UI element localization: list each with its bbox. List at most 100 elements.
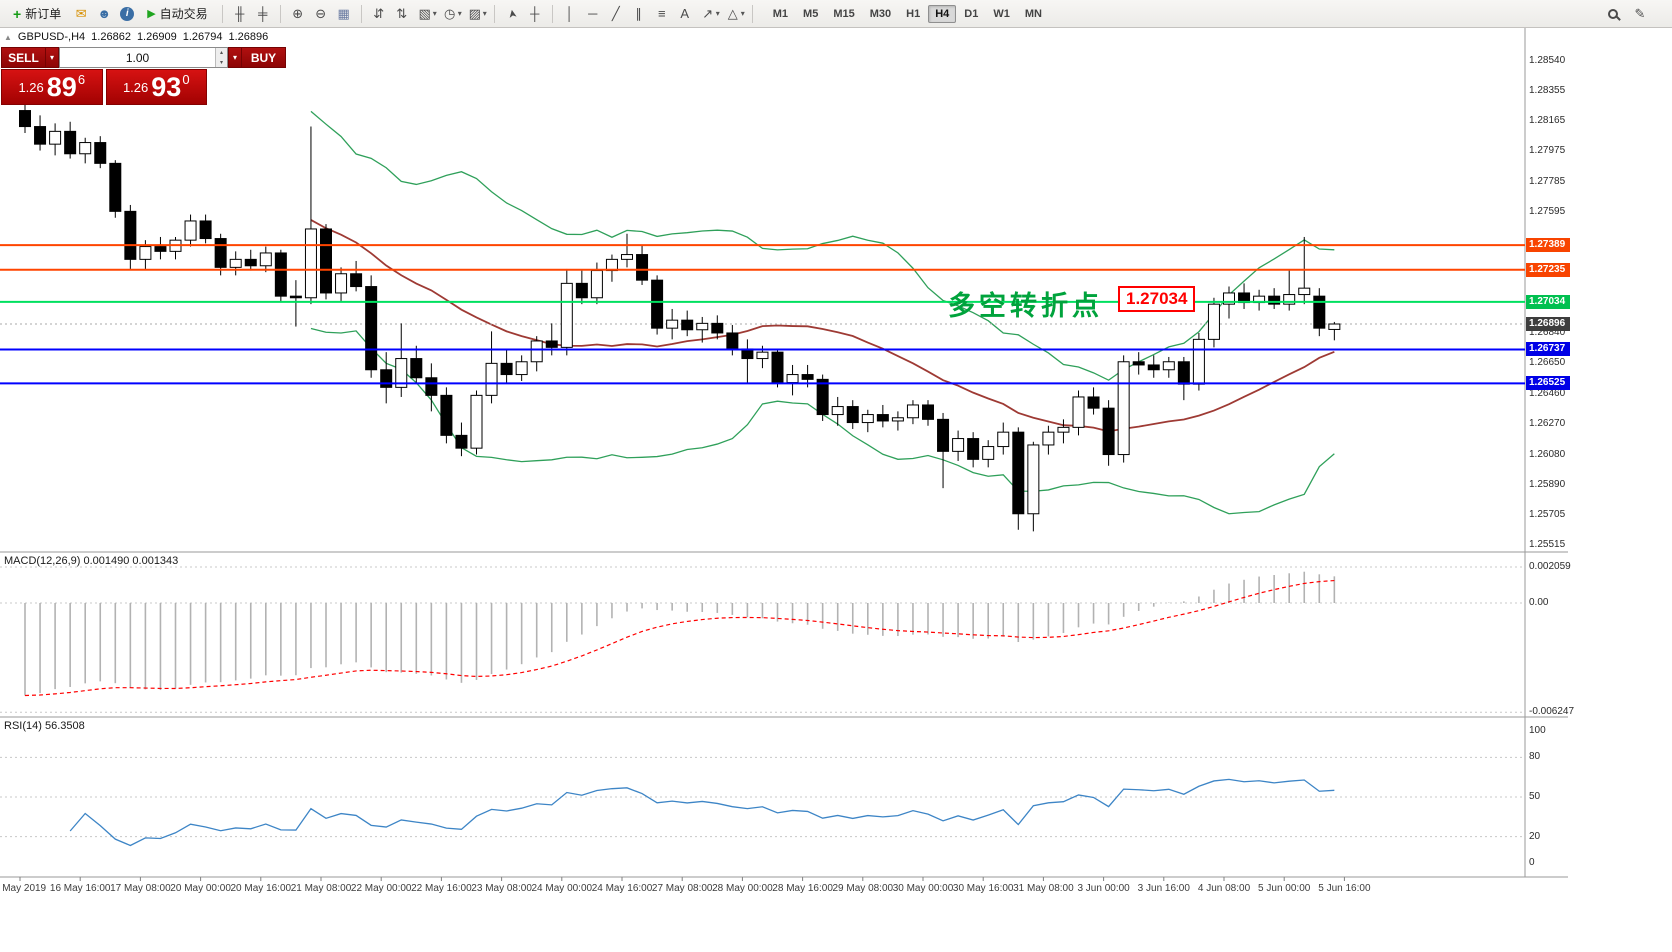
time-axis-label[interactable]: 4 Jun 08:00 <box>1197 883 1251 894</box>
grid-icon[interactable]: ▦ <box>337 5 350 21</box>
channel-tool-icon[interactable]: ∥ <box>635 5 642 21</box>
time-axis-label[interactable]: 20 May 16:00 <box>230 883 292 894</box>
timeframe-W1[interactable]: W1 <box>993 7 1010 20</box>
annotation-price-box[interactable]: 1.27034 <box>1118 286 1196 312</box>
price-line-tag[interactable]: 1.26525 <box>1526 376 1570 391</box>
candle <box>229 251 242 276</box>
chart-canvas[interactable] <box>0 28 1672 952</box>
candle <box>651 275 664 335</box>
sell-price-pips: 89 <box>46 71 77 102</box>
templates-icon[interactable]: ▨ <box>468 5 481 21</box>
arrows-dropdown-icon[interactable]: ▾ <box>715 9 720 18</box>
timeframe-M5[interactable]: M5 <box>803 7 819 20</box>
time-axis-label[interactable]: 24 May 00:00 <box>531 883 593 894</box>
candle <box>1012 427 1025 530</box>
price-line-tag[interactable]: 1.26737 <box>1526 342 1570 357</box>
horizontal-line-tool-icon[interactable]: ─ <box>588 6 598 21</box>
price-line-tag[interactable]: 1.27389 <box>1526 238 1570 253</box>
timeframe-toolbar: M1 M5 M15 M30 H1 H4 D1 W1 MN <box>766 4 1049 23</box>
shapes-dropdown-icon[interactable]: ▾ <box>740 9 745 18</box>
toolbar-separator <box>751 4 753 23</box>
mail-icon[interactable]: ✉ <box>75 5 87 21</box>
time-axis-label[interactable]: 28 May 16:00 <box>772 883 833 894</box>
fibonacci-tool-icon[interactable]: ≡ <box>657 6 666 21</box>
time-axis-label[interactable]: 5 Jun 00:00 <box>1258 883 1311 894</box>
timeframe-MN[interactable]: MN <box>1024 7 1042 20</box>
candlestick-chart-icon[interactable]: ╪ <box>258 6 268 21</box>
annotation-text: 多空转折点 <box>948 291 1103 321</box>
time-axis-label[interactable]: 3 Jun 16:00 <box>1137 883 1190 894</box>
new-chart-icon[interactable]: ▧ <box>418 5 431 21</box>
buy-price-button[interactable]: 1.26 93 0 <box>105 69 207 105</box>
info-icon[interactable]: i <box>120 6 135 21</box>
autotrading-button[interactable]: ▶ 自动交易 <box>140 2 214 25</box>
price-line-tag[interactable]: 1.27235 <box>1526 262 1570 277</box>
periods-dropdown-icon[interactable]: ▾ <box>457 9 462 18</box>
timeframe-D1[interactable]: D1 <box>964 7 979 20</box>
time-axis-label[interactable]: 17 May 08:00 <box>110 883 171 894</box>
sell-dropdown-icon[interactable]: ▾ <box>46 47 59 68</box>
new-order-button[interactable]: + 新订单 <box>6 2 68 25</box>
search-icon[interactable] <box>1608 8 1618 19</box>
timeframe-H4[interactable]: H4 <box>928 4 957 23</box>
time-axis-label[interactable]: 27 May 08:00 <box>651 883 713 894</box>
time-axis-label[interactable]: 22 May 00:00 <box>350 883 412 894</box>
price-line-tag[interactable]: 1.27034 <box>1526 294 1570 309</box>
candle <box>786 364 799 396</box>
time-axis-label[interactable]: 21 May 08:00 <box>290 883 352 894</box>
pencil-icon[interactable]: ✎ <box>1634 5 1646 21</box>
bar-chart-icon[interactable]: ╫ <box>235 6 245 21</box>
zoom-out-icon[interactable]: ⊖ <box>315 5 327 21</box>
volume-input[interactable] <box>60 48 215 67</box>
time-axis-label[interactable]: 24 May 16:00 <box>591 883 653 894</box>
one-click-collapse-icon[interactable]: ▲ <box>4 32 12 42</box>
chart-shift-icon[interactable]: ⇅ <box>396 5 408 21</box>
candle <box>997 422 1010 455</box>
volume-down-icon[interactable]: ▾ <box>216 57 227 67</box>
templates-dropdown-icon[interactable]: ▾ <box>482 9 487 18</box>
ohlc-high: 1.26909 <box>136 31 177 43</box>
moving-average-line <box>310 219 1335 433</box>
toolbar-separator <box>551 4 553 23</box>
time-axis-label[interactable]: 30 May 16:00 <box>952 883 1014 894</box>
arrows-tool-icon[interactable]: ↗ <box>702 5 714 21</box>
candle <box>1072 390 1085 436</box>
sell-price-button[interactable]: 1.26 89 6 <box>1 69 103 105</box>
text-tool-icon[interactable]: A <box>680 6 690 21</box>
time-axis-label[interactable]: 6 May 2019 <box>0 883 47 894</box>
cursor-icon[interactable]: ➤ <box>505 7 519 19</box>
timeframe-H1[interactable]: H1 <box>906 7 921 20</box>
time-axis-label[interactable]: 28 May 00:00 <box>712 883 773 894</box>
time-axis-label[interactable]: 5 Jun 16:00 <box>1318 883 1371 894</box>
trendline-tool-icon[interactable]: ╱ <box>611 5 620 21</box>
time-axis-label[interactable]: 3 Jun 00:00 <box>1077 883 1130 894</box>
price-axis-tick: 1.25890 <box>1529 478 1566 490</box>
time-axis-label[interactable]: 22 May 16:00 <box>411 883 472 894</box>
time-axis-label[interactable]: 20 May 00:00 <box>170 883 231 894</box>
auto-scroll-icon[interactable]: ⇵ <box>373 5 385 21</box>
buy-header-button[interactable]: BUY <box>241 47 286 68</box>
price-axis-tick: 1.27595 <box>1529 206 1566 218</box>
sell-header-button[interactable]: SELL <box>1 47 46 68</box>
macd-axis-label: 0.00 <box>1529 597 1549 608</box>
price-axis-tick: 1.28165 <box>1529 114 1566 126</box>
timeframe-M1[interactable]: M1 <box>772 7 789 20</box>
toolbar-separator <box>360 4 362 23</box>
new-chart-dropdown-icon[interactable]: ▾ <box>432 9 437 18</box>
time-axis-label[interactable]: 31 May 08:00 <box>1013 883 1074 894</box>
community-icon[interactable]: ☻ <box>97 6 112 21</box>
periods-icon[interactable]: ◷ <box>444 5 456 21</box>
zoom-in-icon[interactable]: ⊕ <box>292 5 304 21</box>
time-axis-label[interactable]: 16 May 16:00 <box>49 883 111 894</box>
vertical-line-tool-icon[interactable]: │ <box>565 6 574 21</box>
volume-up-icon[interactable]: ▴ <box>216 48 227 58</box>
timeframe-M15[interactable]: M15 <box>833 7 855 20</box>
timeframe-M30[interactable]: M30 <box>869 7 892 20</box>
time-axis-label[interactable]: 29 May 08:00 <box>832 883 894 894</box>
time-axis-label[interactable]: 23 May 08:00 <box>471 883 532 894</box>
shapes-tool-icon[interactable]: △ <box>727 5 738 21</box>
time-axis-label[interactable]: 30 May 00:00 <box>892 883 954 894</box>
buy-price-point: 0 <box>182 71 190 87</box>
buy-dropdown-icon[interactable]: ▾ <box>228 47 241 68</box>
crosshair-icon[interactable]: ┼ <box>530 6 540 21</box>
